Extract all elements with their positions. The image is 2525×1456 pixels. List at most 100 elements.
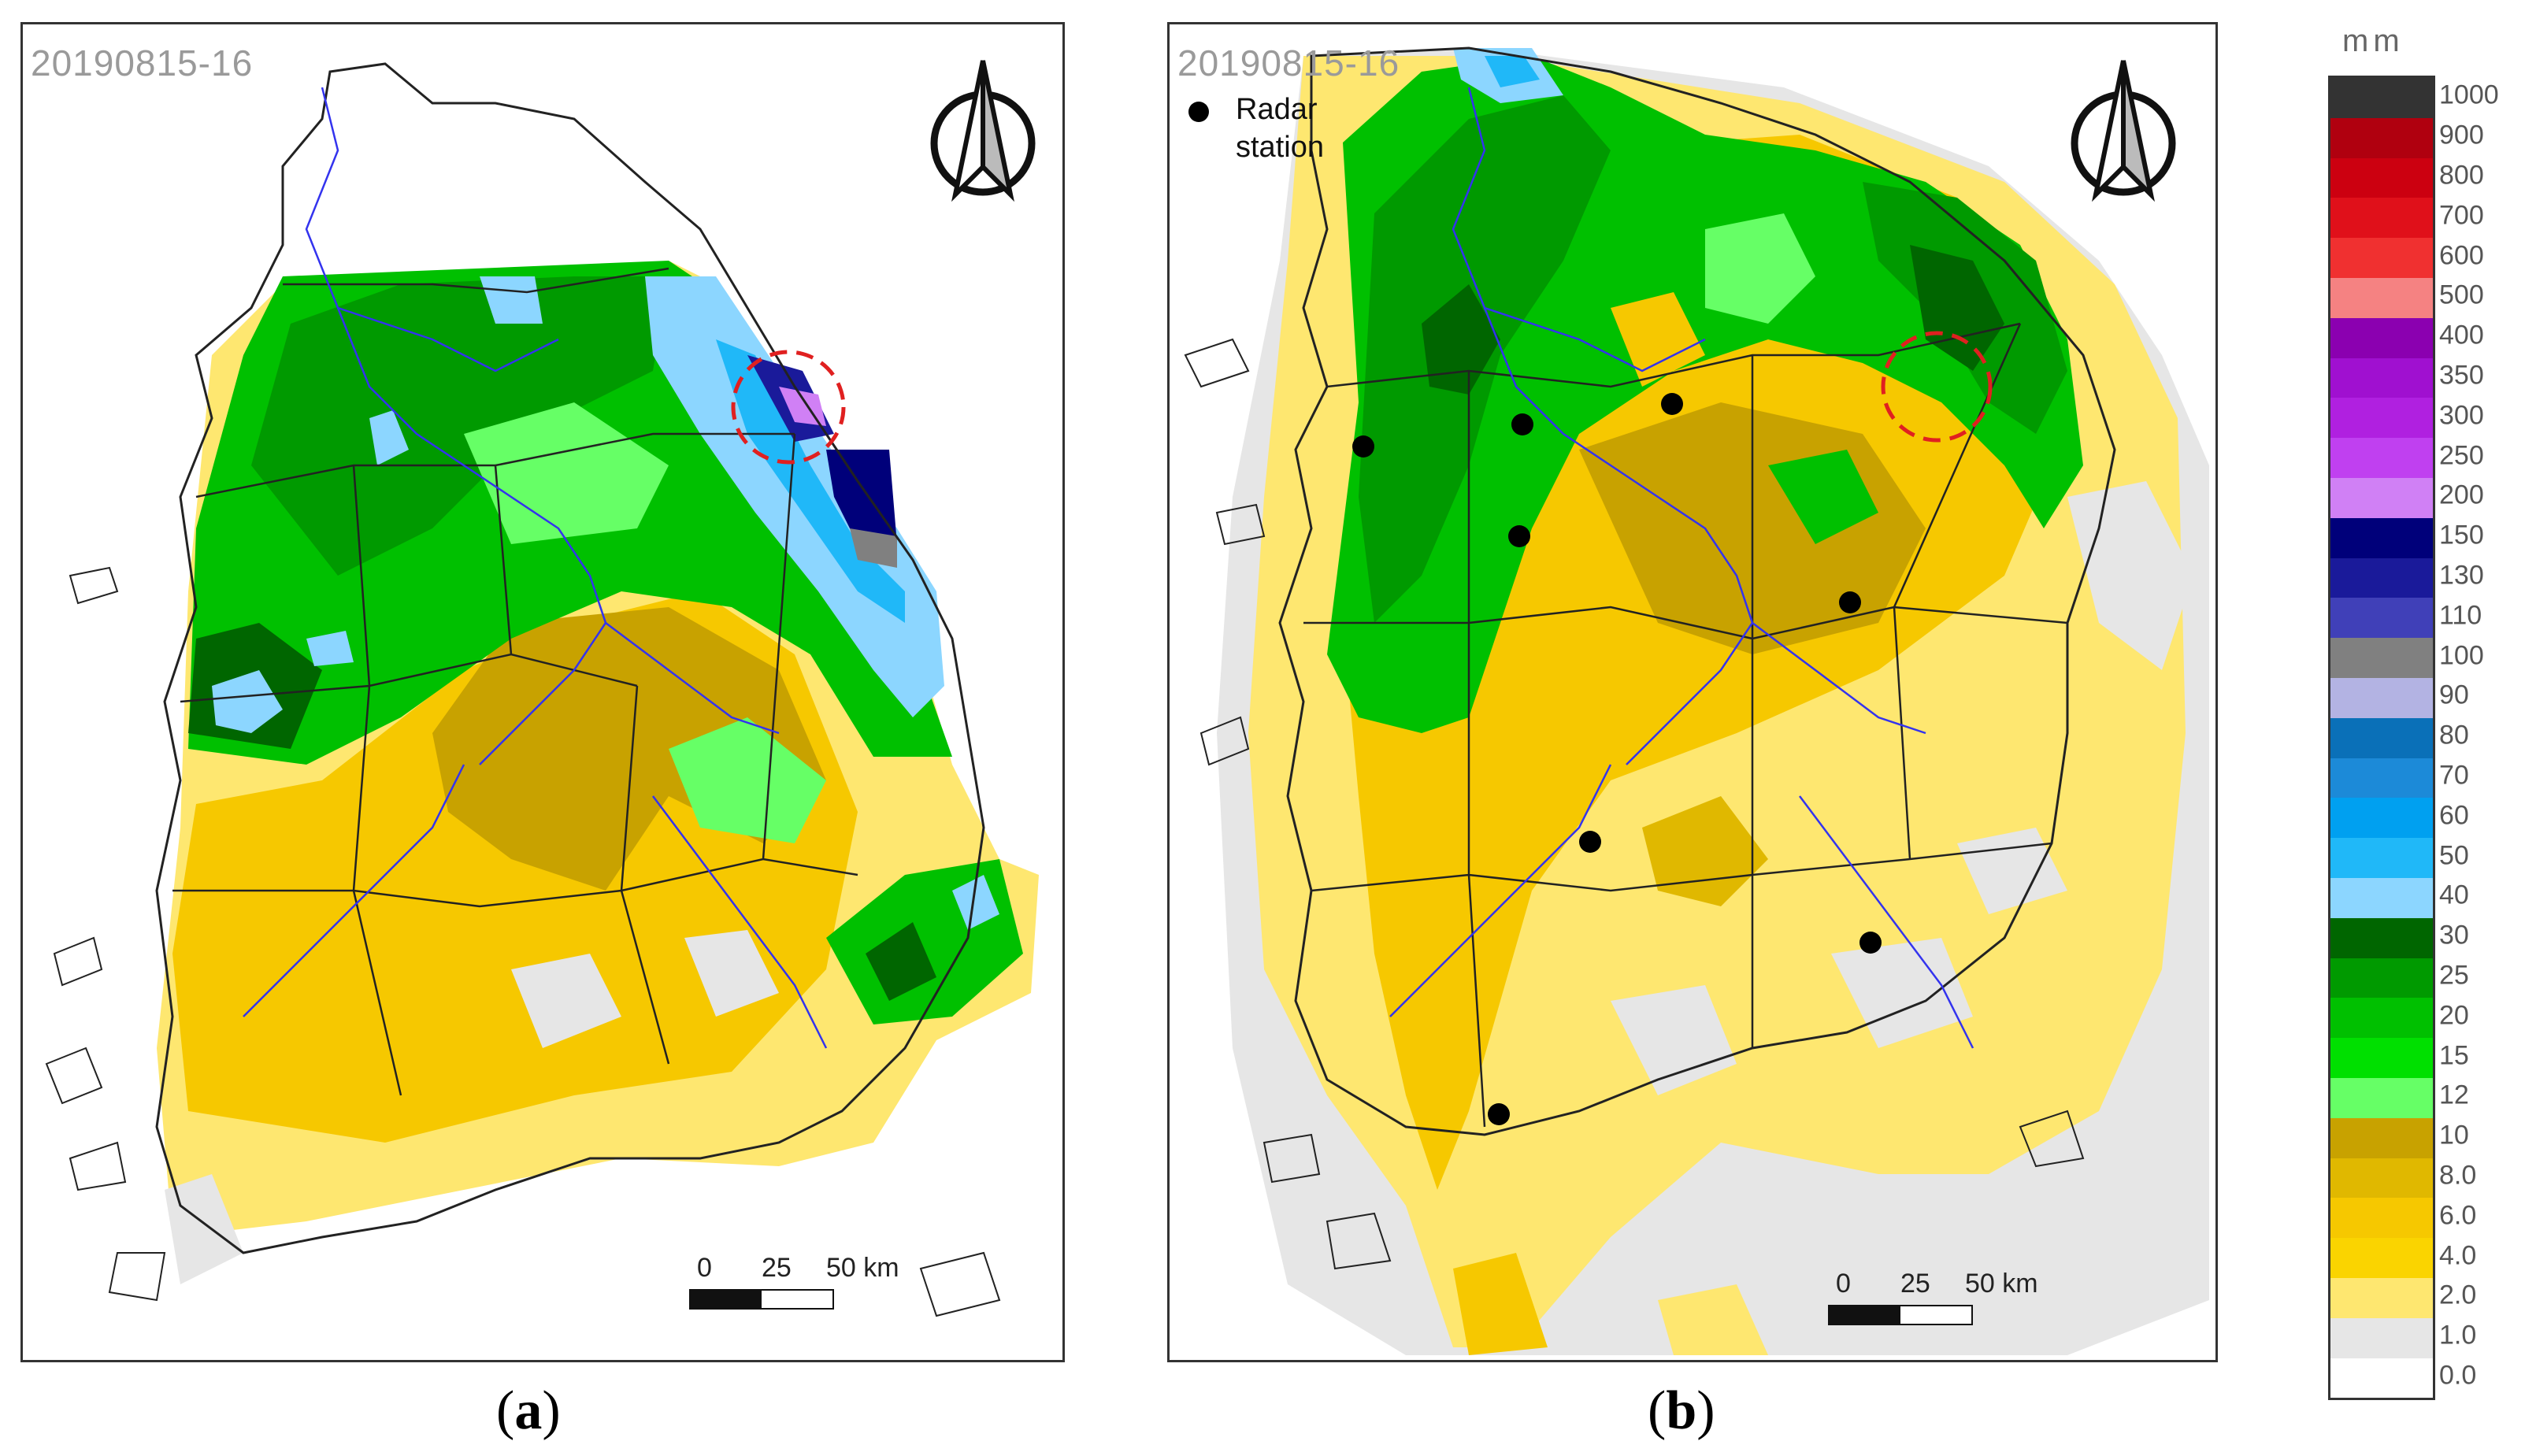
colorbar-swatch bbox=[2330, 1117, 2433, 1158]
colorbar-swatch bbox=[2330, 1317, 2433, 1358]
radar-station-marker bbox=[1511, 413, 1533, 435]
panel-b-radar-map: 20190815-16 Radar station 0 25 50 km bbox=[1167, 22, 2218, 1362]
colorbar-swatch bbox=[2330, 317, 2433, 358]
colorbar-swatch bbox=[2330, 958, 2433, 998]
colorbar-label: 80 bbox=[2439, 720, 2469, 750]
legend-line-1: Radar bbox=[1236, 93, 1318, 126]
colorbar-swatch bbox=[2330, 877, 2433, 918]
colorbar-label: 700 bbox=[2439, 200, 2484, 231]
scale-bar-b bbox=[1828, 1305, 1973, 1325]
colorbar-swatch bbox=[2330, 398, 2433, 439]
colorbar-swatch bbox=[2330, 717, 2433, 758]
colorbar-label: 12 bbox=[2439, 1080, 2469, 1110]
highlight-circle-a bbox=[731, 350, 846, 465]
colorbar-label: 300 bbox=[2439, 400, 2484, 431]
colorbar-label: 400 bbox=[2439, 320, 2484, 350]
colorbar-label: 4.0 bbox=[2439, 1240, 2477, 1271]
scale-zero-b: 0 bbox=[1836, 1269, 1851, 1299]
colorbar-label: 350 bbox=[2439, 360, 2484, 391]
scale-bar-a bbox=[689, 1289, 834, 1310]
colorbar-swatch bbox=[2330, 517, 2433, 558]
colorbar-label: 0.0 bbox=[2439, 1360, 2477, 1391]
colorbar-label: 6.0 bbox=[2439, 1200, 2477, 1231]
colorbar-swatch bbox=[2330, 117, 2433, 158]
colorbar-label: 900 bbox=[2439, 120, 2484, 150]
colorbar-swatch bbox=[2330, 758, 2433, 798]
colorbar-unit: mm bbox=[2342, 24, 2404, 58]
colorbar-label: 1.0 bbox=[2439, 1320, 2477, 1350]
colorbar-label: 200 bbox=[2439, 480, 2484, 510]
colorbar-label: 800 bbox=[2439, 160, 2484, 191]
radar-station-legend-icon bbox=[1188, 102, 1209, 122]
panel-a-rainfall-map bbox=[45, 62, 1039, 1317]
radar-station-marker bbox=[1508, 525, 1530, 547]
colorbar-label: 40 bbox=[2439, 880, 2469, 910]
colorbar-label: 130 bbox=[2439, 560, 2484, 591]
colorbar-swatch bbox=[2330, 917, 2433, 958]
colorbar-swatch bbox=[2330, 358, 2433, 398]
colorbar-label: 70 bbox=[2439, 760, 2469, 791]
colorbar-label: 8.0 bbox=[2439, 1160, 2477, 1191]
radar-station-marker bbox=[1661, 393, 1683, 415]
radar-station-marker bbox=[1488, 1103, 1510, 1125]
colorbar-swatch bbox=[2330, 838, 2433, 878]
colorbar-swatch bbox=[2330, 1198, 2433, 1239]
colorbar-swatch bbox=[2330, 477, 2433, 518]
radar-station-marker bbox=[1352, 435, 1374, 458]
colorbar-swatch bbox=[2330, 798, 2433, 839]
colorbar-swatch bbox=[2330, 277, 2433, 318]
timestamp-b: 20190815-16 bbox=[1177, 43, 1400, 83]
colorbar-swatch bbox=[2330, 157, 2433, 198]
colorbar-label: 10 bbox=[2439, 1120, 2469, 1150]
scale-mid-a: 25 bbox=[762, 1253, 792, 1283]
colorbar-label: 20 bbox=[2439, 1000, 2469, 1031]
north-arrow-icon bbox=[2071, 60, 2176, 202]
panel-a-gauge-map: 20190815-16 0 25 50 km bbox=[20, 22, 1065, 1362]
radar-station-marker bbox=[1859, 932, 1882, 954]
colorbar-swatch bbox=[2330, 1358, 2433, 1399]
colorbar bbox=[2328, 76, 2435, 1401]
colorbar-swatch bbox=[2330, 438, 2433, 478]
colorbar-label: 50 bbox=[2439, 840, 2469, 871]
colorbar-swatch bbox=[2330, 198, 2433, 239]
colorbar-label: 90 bbox=[2439, 680, 2469, 710]
colorbar-label: 60 bbox=[2439, 800, 2469, 831]
colorbar-label: 2.0 bbox=[2439, 1280, 2477, 1310]
scale-mid-b: 25 bbox=[1900, 1269, 1930, 1299]
colorbar-swatch bbox=[2330, 1277, 2433, 1318]
colorbar-label: 110 bbox=[2439, 600, 2482, 631]
caption-a: (a) bbox=[496, 1380, 561, 1441]
caption-b: (b) bbox=[1648, 1380, 1715, 1441]
colorbar-swatch bbox=[2330, 1077, 2433, 1118]
colorbar-swatch bbox=[2330, 1038, 2433, 1078]
colorbar-swatch bbox=[2330, 238, 2433, 278]
scale-labels-b: 0 25 50 km bbox=[1836, 1269, 2041, 1300]
colorbar-label: 15 bbox=[2439, 1040, 2469, 1071]
colorbar-swatch bbox=[2330, 598, 2433, 639]
radar-station-marker bbox=[1579, 831, 1601, 853]
colorbar-label: 500 bbox=[2439, 280, 2484, 310]
colorbar-label: 600 bbox=[2439, 240, 2484, 271]
colorbar-label: 25 bbox=[2439, 960, 2469, 991]
colorbar-label: 100 bbox=[2439, 640, 2484, 671]
scale-end-b: 50 km bbox=[1965, 1269, 2038, 1299]
colorbar-label: 150 bbox=[2439, 520, 2484, 550]
scale-end-a: 50 km bbox=[826, 1253, 899, 1283]
colorbar-swatch bbox=[2330, 558, 2433, 598]
timestamp-a: 20190815-16 bbox=[31, 43, 254, 83]
colorbar-swatch bbox=[2330, 638, 2433, 678]
north-arrow-icon bbox=[930, 60, 1036, 202]
colorbar-label: 30 bbox=[2439, 920, 2469, 950]
colorbar-swatch bbox=[2330, 1238, 2433, 1278]
colorbar-label: 250 bbox=[2439, 440, 2484, 471]
highlight-circle-b bbox=[1881, 331, 1993, 443]
colorbar-swatch bbox=[2330, 1158, 2433, 1199]
panel-b-rainfall-map bbox=[1184, 46, 2209, 1355]
radar-station-marker bbox=[1839, 591, 1861, 613]
radar-station-legend: Radar station bbox=[1236, 91, 1324, 166]
colorbar-label: 1000 bbox=[2439, 80, 2499, 110]
scale-zero-a: 0 bbox=[697, 1253, 712, 1283]
colorbar-swatch bbox=[2330, 998, 2433, 1039]
legend-line-2: station bbox=[1236, 131, 1324, 164]
colorbar-swatch bbox=[2330, 677, 2433, 718]
